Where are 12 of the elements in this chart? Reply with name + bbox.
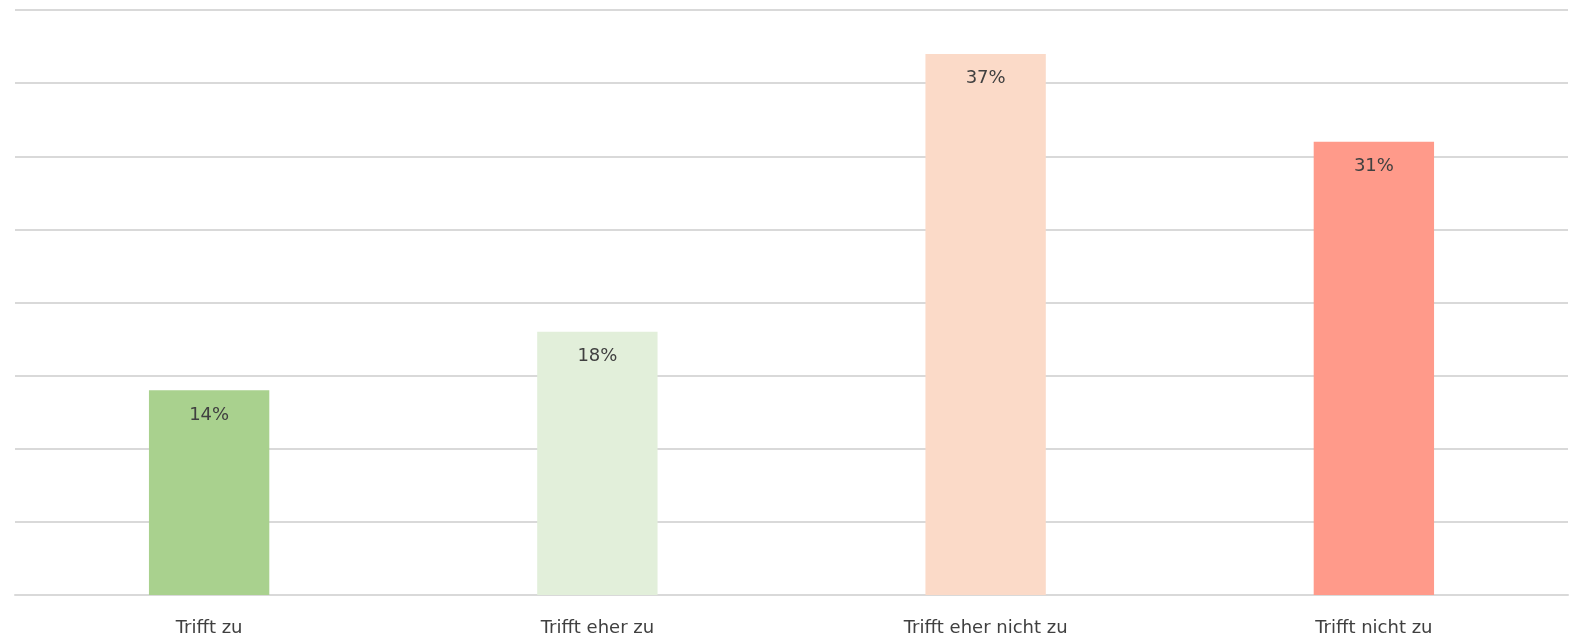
data-label: 37%	[965, 66, 1006, 88]
data-label: 14%	[189, 402, 230, 424]
bar	[537, 331, 658, 595]
x-tick-label: Trifft eher nicht zu	[902, 615, 1068, 637]
data-label: 31%	[1353, 154, 1394, 176]
x-tick-label: Trifft nicht zu	[1314, 615, 1433, 637]
bar	[1313, 141, 1435, 595]
bar	[925, 53, 1046, 595]
data-label: 18%	[577, 344, 618, 366]
bar	[148, 390, 270, 595]
x-tick-label: Trifft zu	[174, 615, 243, 637]
x-tick-label: Trifft eher zu	[539, 615, 655, 637]
